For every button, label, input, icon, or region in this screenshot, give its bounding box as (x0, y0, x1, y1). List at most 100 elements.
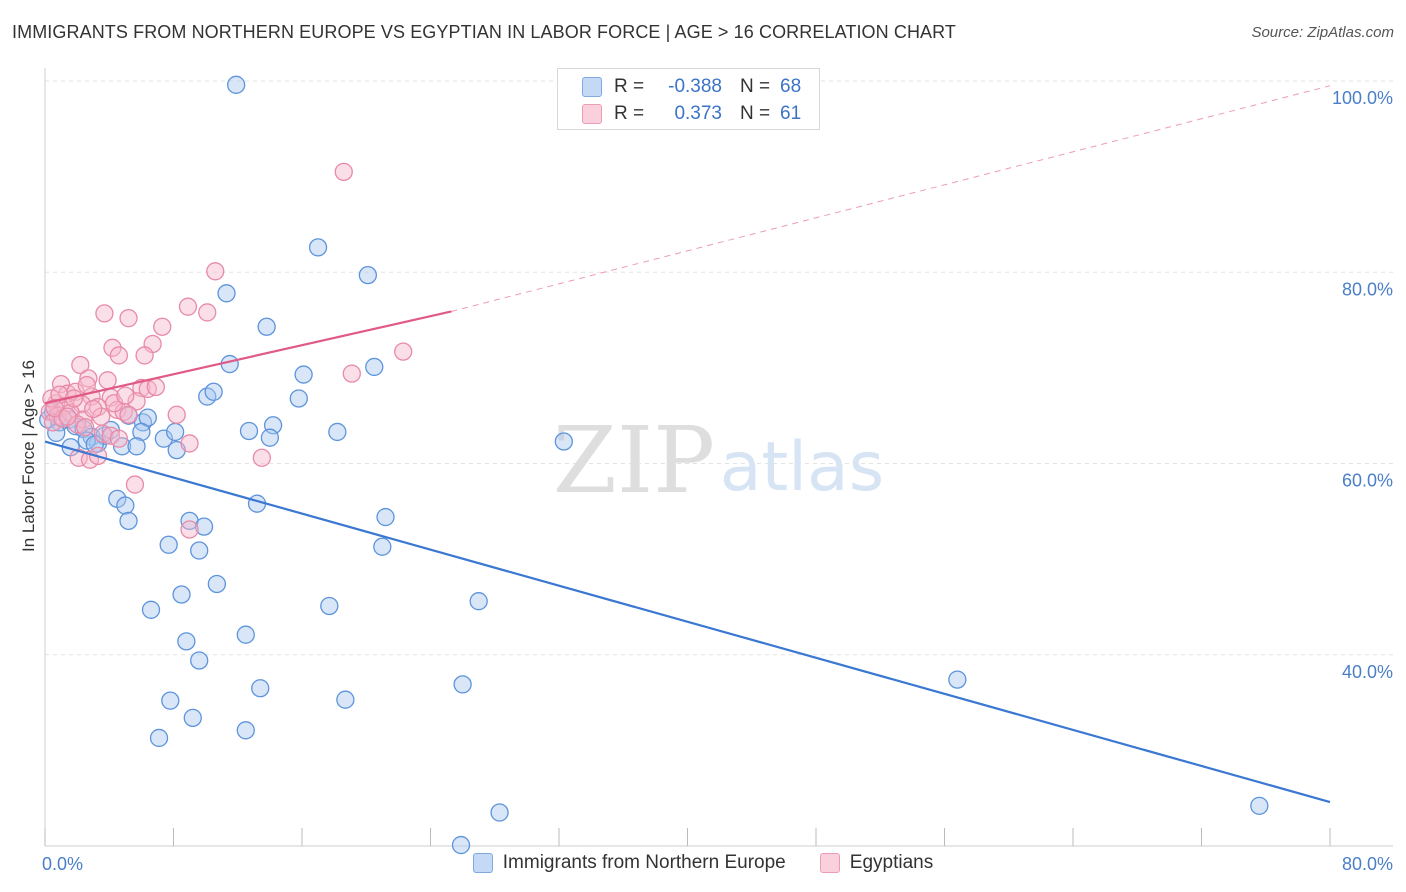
legend-label: Immigrants from Northern Europe (502, 852, 786, 873)
point-northern-europe (451, 835, 471, 855)
stats-swatch-blue (582, 77, 602, 97)
source-label: Source: ZipAtlas.com (1251, 24, 1394, 41)
point-northern-europe (132, 422, 151, 442)
point-northern-europe (320, 596, 339, 616)
y-tick-label: 100.0% (1332, 88, 1393, 108)
point-northern-europe (373, 537, 392, 556)
point-egyptians (342, 364, 361, 383)
point-northern-europe (183, 708, 202, 728)
axes-layer (44, 68, 1393, 847)
point-northern-europe (236, 625, 255, 644)
watermark-atlas: atlas (720, 428, 884, 507)
point-northern-europe (165, 422, 185, 442)
point-northern-europe (220, 354, 239, 374)
trend-layer (44, 85, 1331, 804)
point-egyptians (79, 369, 98, 388)
point-northern-europe (207, 574, 227, 594)
point-egyptians (198, 303, 217, 322)
point-northern-europe (161, 691, 180, 710)
stats-n-label: N = (740, 103, 771, 124)
y-tick-label: 40.0% (1342, 662, 1393, 682)
trend-line-northern-europe (44, 440, 1331, 804)
point-egyptians (334, 162, 353, 181)
point-northern-europe (159, 535, 178, 554)
point-northern-europe (294, 365, 313, 384)
legend-item-northern-europe[interactable]: Immigrants from Northern Europe (472, 852, 786, 874)
point-egyptians (76, 418, 95, 437)
point-egyptians (167, 405, 186, 424)
point-northern-europe (116, 496, 135, 515)
trend-line-egyptians (44, 310, 452, 405)
stats-legend: R = -0.388 N = 68 R = 0.373 N = 61 (557, 68, 820, 130)
point-northern-europe (289, 389, 308, 408)
point-northern-europe (177, 632, 196, 651)
stats-n-value: 61 (780, 103, 802, 124)
point-egyptians (77, 375, 96, 395)
point-northern-europe (149, 728, 169, 748)
grid-layer (45, 80, 1393, 656)
point-northern-europe (172, 585, 191, 604)
point-northern-europe (328, 422, 347, 442)
point-northern-europe (141, 600, 161, 619)
y-tick-label: 60.0% (1342, 471, 1393, 491)
points-layer (39, 75, 1269, 855)
point-egyptians (71, 355, 90, 375)
point-northern-europe (217, 284, 236, 303)
chart-title: IMMIGRANTS FROM NORTHERN EUROPE VS EGYPT… (12, 22, 957, 42)
point-egyptians (146, 377, 165, 397)
point-northern-europe (119, 511, 138, 531)
point-northern-europe (226, 75, 246, 94)
y-tick-label: 80.0% (1342, 279, 1393, 299)
point-northern-europe (260, 428, 280, 447)
tick-labels: 40.0% 60.0% 80.0% 100.0% 0.0% 80.0% (42, 88, 1393, 874)
x-tick-label: 80.0% (1342, 854, 1393, 874)
point-northern-europe (236, 721, 255, 740)
point-egyptians (394, 342, 413, 361)
point-egyptians (125, 475, 145, 494)
point-northern-europe (1250, 796, 1269, 815)
point-northern-europe (948, 670, 967, 689)
point-northern-europe (469, 592, 488, 611)
point-egyptians (109, 429, 129, 448)
stats-r-value: -0.388 (668, 76, 722, 97)
point-egyptians (178, 297, 198, 316)
stats-swatch-pink (582, 104, 602, 124)
point-northern-europe (376, 507, 395, 527)
point-northern-europe (154, 429, 174, 448)
series-legend: Immigrants from Northern Europe Egyptian… (0, 852, 1406, 874)
point-northern-europe (204, 382, 223, 401)
watermark-zip: ZIP (553, 407, 715, 514)
point-egyptians (180, 520, 199, 539)
point-northern-europe (308, 238, 328, 257)
stats-r-label: R = (614, 76, 645, 97)
point-northern-europe (490, 803, 509, 822)
point-egyptians (180, 434, 199, 453)
point-egyptians (95, 304, 114, 323)
point-egyptians (84, 399, 103, 419)
zipatlas-watermark: ZIP atlas (553, 407, 884, 514)
point-egyptians (132, 378, 151, 398)
point-northern-europe (190, 651, 209, 670)
stats-row-blue: R = -0.388 N = 68 (582, 75, 801, 99)
point-northern-europe (127, 437, 146, 456)
stats-r-value: 0.373 (674, 103, 722, 124)
legend-swatch-blue (472, 853, 493, 873)
legend-swatch-pink (819, 853, 840, 873)
point-egyptians (109, 346, 129, 365)
point-northern-europe (336, 690, 355, 709)
point-egyptians (127, 392, 146, 411)
point-egyptians (153, 317, 172, 336)
point-northern-europe (365, 357, 384, 377)
stats-n-value: 68 (780, 76, 802, 97)
point-northern-europe (358, 265, 378, 285)
legend-item-egyptians[interactable]: Egyptians (819, 852, 933, 874)
point-northern-europe (257, 317, 276, 336)
point-egyptians (58, 407, 77, 426)
point-egyptians (69, 448, 88, 467)
point-northern-europe (554, 432, 573, 451)
y-axis-label: In Labor Force | Age > 16 (19, 360, 38, 552)
point-egyptians (119, 308, 138, 328)
point-northern-europe (190, 541, 209, 560)
point-egyptians (98, 371, 117, 390)
